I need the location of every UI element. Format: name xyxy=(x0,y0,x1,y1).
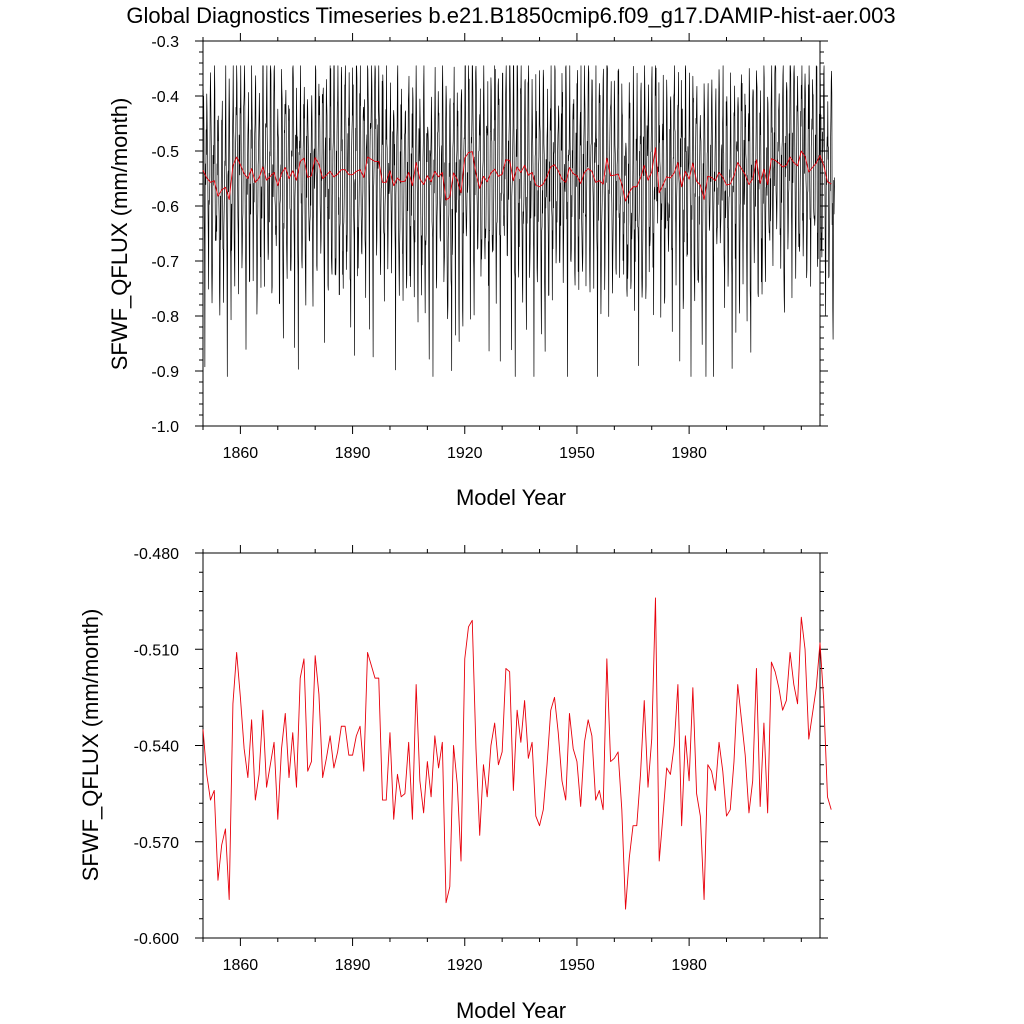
annual-mean-series-line xyxy=(202,147,832,202)
bottom-panel: 1860 1890 1920 1950 1980 -0.600 -0.570 -0.540 -0… xyxy=(78,545,832,1023)
x-tick-label: 1890 xyxy=(335,957,371,974)
top-y-axis-title: SFWF_QFLUX (mm/month) xyxy=(107,98,132,371)
annual-mean-series-line xyxy=(202,597,832,910)
top-axis-ticks: 1860 1890 1920 1950 1980 -1.0 -0.9 -0.8 -0.7 -0.6… xyxy=(151,33,828,462)
y-tick-label: -1.0 xyxy=(151,419,179,436)
x-tick-label: 1980 xyxy=(671,957,707,974)
x-tick-label: 1890 xyxy=(335,445,371,462)
y-tick-label: -0.540 xyxy=(134,739,179,756)
top-x-axis-title: Model Year xyxy=(456,485,566,510)
top-panel: 1860 1890 1920 1950 1980 -1.0 -0.9 -0.8 -0.7 -0.6… xyxy=(107,33,835,510)
x-tick-label: 1920 xyxy=(447,957,483,974)
y-tick-label: -0.4 xyxy=(151,89,179,106)
chart-title: Global Diagnostics Timeseries b.e21.B185… xyxy=(126,3,895,28)
x-tick-label: 1860 xyxy=(223,445,259,462)
x-tick-label: 1950 xyxy=(559,445,595,462)
x-tick-label: 1950 xyxy=(559,957,595,974)
y-tick-label: -0.5 xyxy=(151,144,179,161)
y-tick-label: -0.510 xyxy=(134,642,179,659)
y-tick-label: -0.480 xyxy=(134,546,179,563)
y-tick-label: -0.3 xyxy=(151,34,179,51)
monthly-series-line xyxy=(202,65,835,377)
bottom-x-axis-title: Model Year xyxy=(456,998,566,1023)
y-tick-label: -0.7 xyxy=(151,254,179,271)
bottom-y-axis-title: SFWF_QFLUX (mm/month) xyxy=(78,609,103,882)
y-tick-label: -0.570 xyxy=(134,835,179,852)
y-tick-label: -0.8 xyxy=(151,309,179,326)
top-plot-frame xyxy=(202,40,821,427)
x-tick-label: 1920 xyxy=(447,445,483,462)
x-tick-label: 1980 xyxy=(671,445,707,462)
bottom-plot-frame xyxy=(202,552,821,939)
bottom-axis-ticks: 1860 1890 1920 1950 1980 -0.600 -0.570 -0.540 -0… xyxy=(134,545,828,974)
x-tick-label: 1860 xyxy=(223,957,259,974)
y-tick-label: -0.9 xyxy=(151,364,179,381)
top-series-lines xyxy=(202,65,835,377)
y-tick-label: -0.6 xyxy=(151,199,179,216)
y-tick-label: -0.600 xyxy=(134,931,179,948)
bottom-series-lines xyxy=(202,597,832,910)
